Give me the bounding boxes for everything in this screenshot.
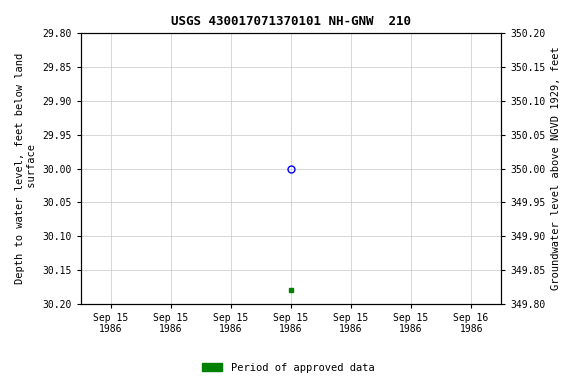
- Y-axis label: Depth to water level, feet below land
 surface: Depth to water level, feet below land su…: [15, 53, 37, 284]
- Y-axis label: Groundwater level above NGVD 1929, feet: Groundwater level above NGVD 1929, feet: [551, 47, 561, 290]
- Title: USGS 430017071370101 NH-GNW  210: USGS 430017071370101 NH-GNW 210: [171, 15, 411, 28]
- Legend: Period of approved data: Period of approved data: [198, 359, 378, 377]
